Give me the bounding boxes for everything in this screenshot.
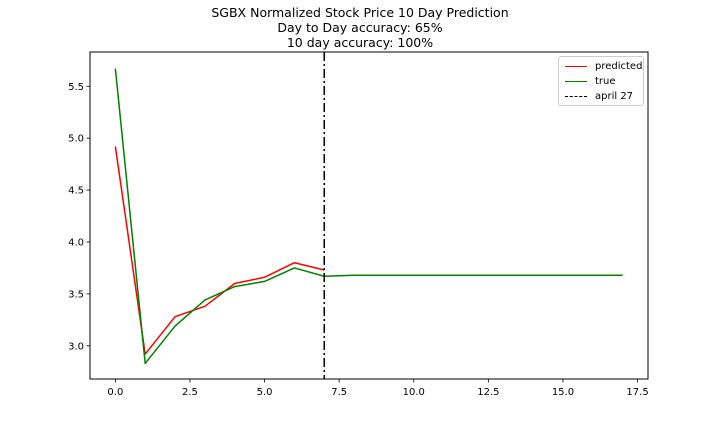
x-tick-label: 2.5 bbox=[182, 387, 198, 398]
x-tick-label: 7.5 bbox=[331, 387, 347, 398]
plot-frame bbox=[89, 51, 649, 380]
legend-label-april-27: april 27 bbox=[595, 90, 634, 102]
x-tick-label: 12.5 bbox=[477, 387, 499, 398]
y-tick-label: 5.0 bbox=[68, 134, 84, 145]
chart-title-line-3: 10 day accuracy: 100% bbox=[286, 35, 434, 50]
x-tick-label: 5.0 bbox=[257, 387, 273, 398]
legend: predicted true april 27 bbox=[558, 56, 644, 106]
y-tick-label: 3.5 bbox=[68, 289, 84, 300]
legend-swatch-april-27 bbox=[565, 95, 587, 97]
y-tick-label: 4.5 bbox=[68, 186, 84, 197]
x-tick-label: 0.0 bbox=[107, 387, 123, 398]
legend-item-true: true bbox=[565, 74, 616, 88]
legend-swatch-predicted bbox=[565, 65, 587, 67]
y-tick-label: 3.0 bbox=[68, 341, 84, 352]
series-line-true bbox=[114, 68, 623, 365]
x-axis: 0.0 2.5 5.0 7.5 10.0 12.5 15.0 17.5 bbox=[107, 379, 649, 398]
series-line-predicted bbox=[114, 146, 325, 355]
x-tick-label: 17.5 bbox=[626, 387, 648, 398]
legend-item-predicted: predicted bbox=[565, 59, 642, 73]
x-tick-label: 15.0 bbox=[552, 387, 574, 398]
legend-label-true: true bbox=[595, 75, 616, 87]
chart-title-line-2: Day to Day accuracy: 65% bbox=[277, 20, 443, 35]
legend-item-april-27: april 27 bbox=[565, 89, 633, 103]
y-tick-label: 5.5 bbox=[68, 82, 84, 93]
series-layer bbox=[114, 68, 623, 365]
chart-title-line-1: SGBX Normalized Stock Price 10 Day Predi… bbox=[211, 5, 509, 20]
y-tick-label: 4.0 bbox=[68, 237, 84, 248]
x-tick-label: 10.0 bbox=[403, 387, 425, 398]
legend-swatch-true bbox=[565, 80, 587, 82]
y-axis: 3.0 3.5 4.0 4.5 5.0 5.5 bbox=[68, 82, 90, 352]
legend-label-predicted: predicted bbox=[595, 60, 643, 72]
